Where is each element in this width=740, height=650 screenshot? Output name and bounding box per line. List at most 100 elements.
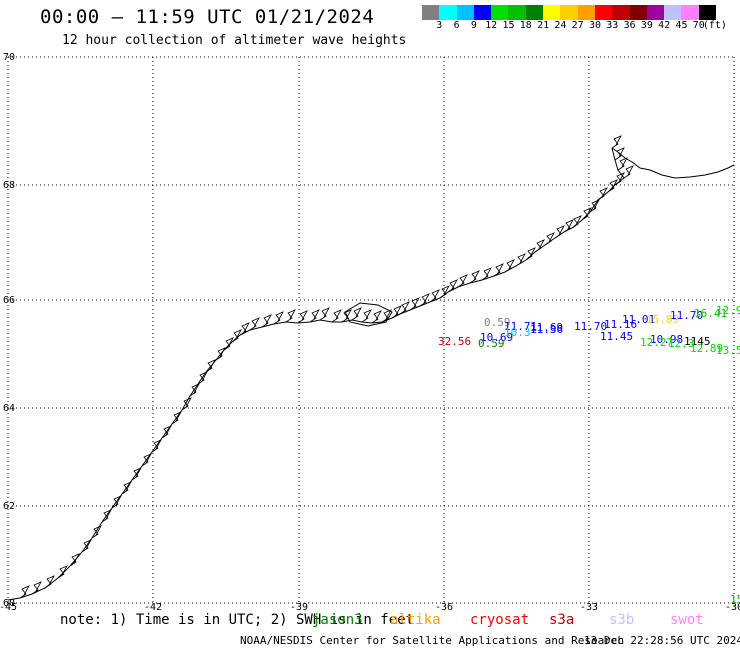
wave-height-label: 0.59: [484, 316, 511, 329]
color-scale-label: 21: [537, 20, 550, 31]
fjord-detail: [91, 525, 102, 539]
fjord-detail: [515, 253, 526, 267]
fjord-detail: [381, 309, 392, 323]
color-scale-label: 9: [470, 20, 477, 31]
fjord-detail: [457, 274, 468, 288]
credit-text: NOAA/NESDIS Center for Satellite Applica…: [240, 634, 625, 647]
fjord-detail: [371, 310, 382, 324]
fjord-detail: [534, 239, 545, 253]
fjord-detail: [101, 509, 112, 523]
color-scale-label: 45: [675, 20, 688, 31]
wave-height-label: 12.9: [716, 304, 740, 317]
fjord-detail: [131, 467, 142, 481]
wave-height-label: 11.45: [600, 330, 633, 343]
wave-height-label: 0.59: [478, 337, 505, 350]
fjord-detail: [331, 309, 342, 323]
fjord-detail: [121, 481, 132, 495]
fjord-detail: [181, 397, 192, 411]
legend-item-s3a: s3a: [549, 612, 575, 628]
wave-height-label: 32.56: [438, 335, 471, 348]
fjord-detail: [239, 322, 250, 336]
legend-item-altika: altika: [390, 612, 441, 628]
fjord-detail: [391, 305, 402, 319]
fjord-detail: [69, 553, 80, 567]
fjord-detail: [614, 172, 625, 186]
legend-item-swot: swot: [670, 612, 704, 628]
color-scale-label: 33: [606, 20, 619, 31]
greenland-coastline: [7, 135, 735, 601]
wave-height-label: 10.69: [480, 331, 513, 344]
color-swatch: [525, 5, 544, 20]
fjord-detail: [493, 263, 504, 277]
wave-height-label: 10.98: [650, 333, 683, 346]
fjord-detail: [273, 311, 284, 325]
fjord-detail: [563, 219, 574, 233]
color-swatch: [543, 5, 561, 20]
wave-height-label: 11.01: [622, 313, 655, 326]
fjord-detail: [614, 147, 625, 161]
fjord-detail: [571, 215, 582, 229]
fjord-detail: [611, 135, 622, 149]
coastline-north: [611, 147, 735, 179]
wave-height-label: 10.3: [504, 326, 531, 339]
fjord-detail: [44, 575, 55, 589]
wave-height-label: 11.70: [574, 320, 607, 333]
color-swatch: [594, 5, 613, 20]
color-scale-label: 18: [519, 20, 532, 31]
island-outline: [344, 302, 393, 327]
color-scale-labels: 3 6 9 12 15 18 21 24 27 30 33 36 39 42 45 70 (ft): [422, 20, 740, 34]
latitude-tick-label: 66: [3, 295, 15, 306]
color-swatch: [612, 5, 630, 20]
latitude-tick-label: 60: [3, 598, 15, 609]
fjord-detail: [31, 581, 42, 595]
map-frame: [8, 57, 734, 603]
longitude-tick-label: -39: [290, 602, 308, 613]
fjord-detail: [419, 293, 430, 307]
fjord-detail: [525, 247, 536, 261]
color-scale-label: 12: [485, 20, 498, 31]
map-tick-labels: -45 -42 -39 -36 -33 -30 70 68 66 64 62 60: [0, 52, 740, 613]
wave-height-label: 12.3: [668, 337, 695, 350]
wave-height-label: 11.70: [670, 309, 703, 322]
generated-timestamp: 13 Dec 22:28:56 UTC 2024: [584, 634, 740, 647]
fjord-detail: [341, 309, 352, 323]
color-scale-bar: [422, 5, 717, 20]
map-grid: [7, 56, 735, 604]
color-scale-label: 39: [640, 20, 653, 31]
wave-height-label: 15.89: [646, 313, 679, 326]
color-scale-label: 3: [436, 20, 443, 31]
color-swatch: [456, 5, 474, 20]
color-scale-label: 70: [692, 20, 705, 31]
wave-height-label: 1145: [684, 335, 711, 348]
fjord-detail: [439, 285, 450, 299]
fjord-detail: [285, 309, 296, 323]
longitude-tick-label: -42: [144, 602, 162, 613]
color-swatch: [508, 5, 526, 20]
fjord-detail: [223, 337, 234, 351]
fjord-detail: [231, 329, 242, 343]
fjord-detail: [481, 267, 492, 281]
fjord-detail: [581, 207, 592, 221]
latitude-tick-label: 68: [3, 180, 15, 191]
note-text: note: 1) Time is in UTC; 2) SWH is in fe…: [60, 612, 415, 628]
latitude-tick-label: 62: [3, 501, 15, 512]
fjord-detail: [361, 309, 372, 323]
fjord-detail: [57, 565, 68, 579]
color-swatch: [681, 5, 699, 20]
fjord-detail: [617, 157, 628, 171]
fjord-detail: [623, 165, 634, 179]
color-scale-label: (ft): [702, 20, 727, 31]
fjord-detail: [589, 199, 600, 213]
fjord-detail: [171, 411, 182, 425]
fjord-detail: [189, 383, 200, 397]
wave-height-label: 15: [730, 593, 740, 606]
fjord-detail: [297, 310, 308, 324]
color-swatch: [664, 5, 682, 20]
page-subtitle: 12 hour collection of altimeter wave hei…: [62, 33, 407, 48]
page-title: 00:00 – 11:59 UTC 01/21/2024: [40, 6, 375, 28]
fjord-detail: [351, 307, 362, 321]
color-scale-label: 27: [571, 20, 584, 31]
color-swatch: [560, 5, 578, 20]
color-swatch: [422, 5, 440, 20]
